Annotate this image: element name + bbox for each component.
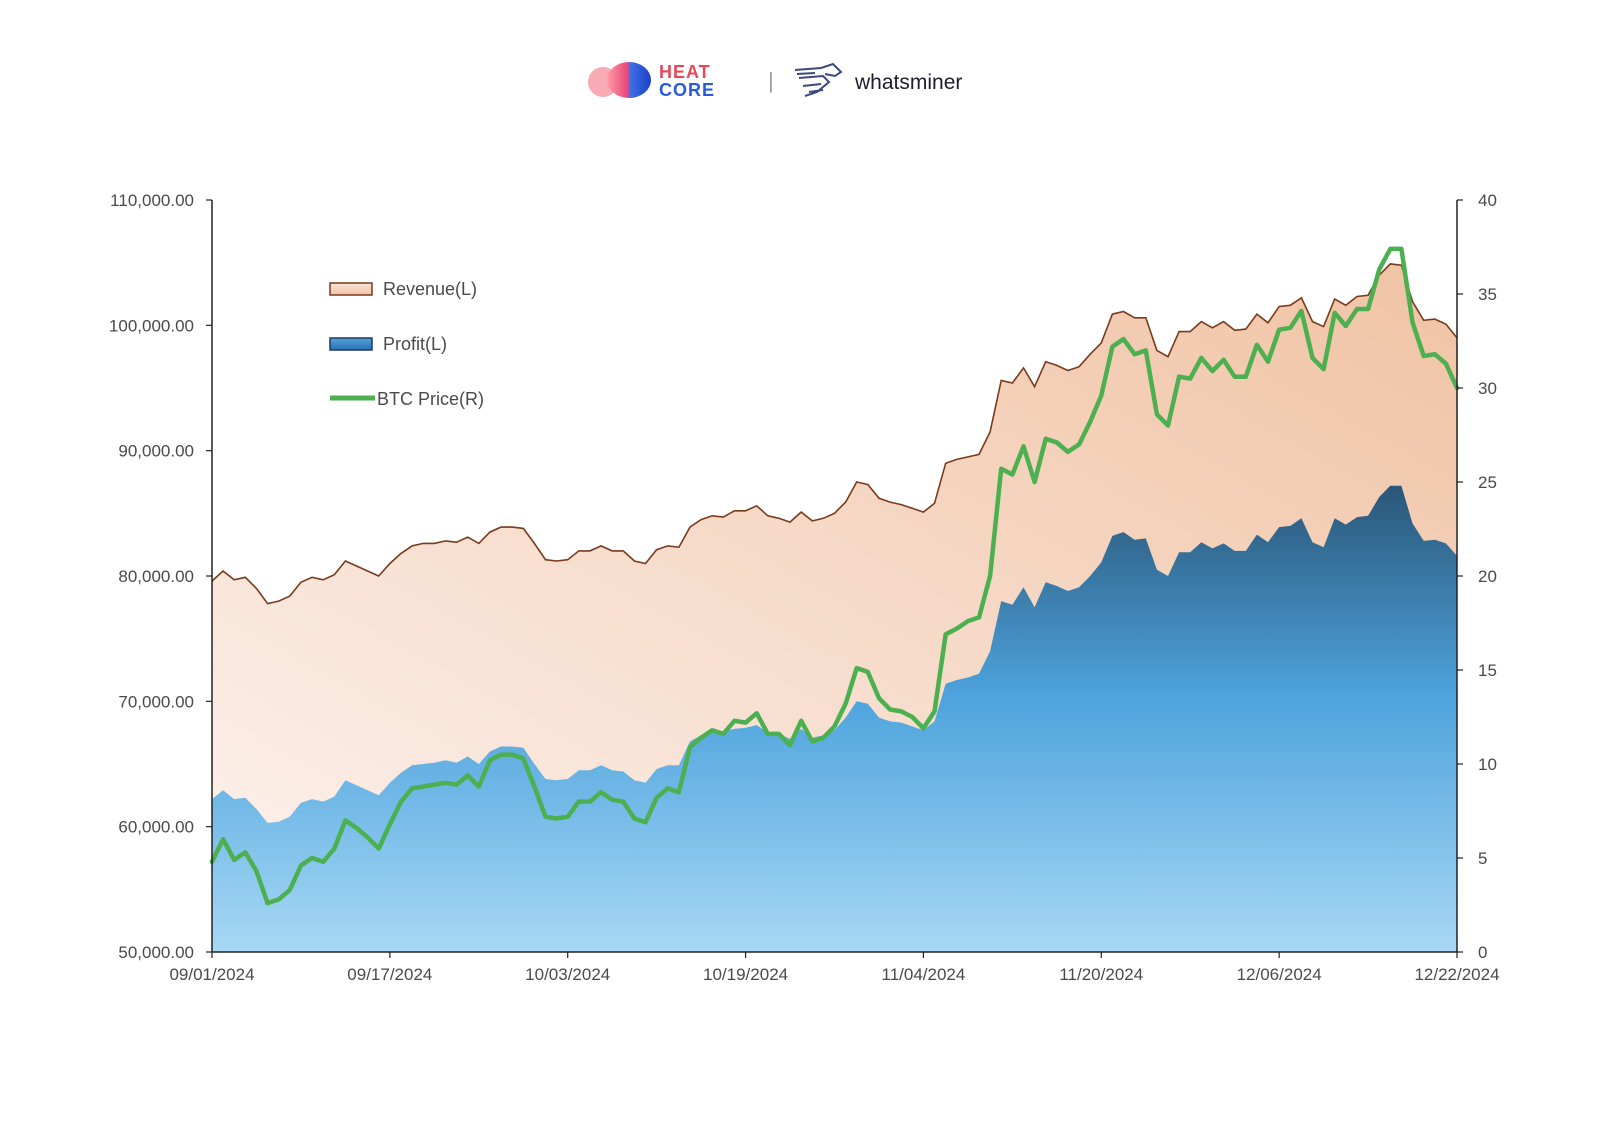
right-tick-label: 10	[1478, 755, 1497, 774]
legend: Revenue(L) Profit(L) BTC Price(R)	[329, 279, 484, 409]
x-tick-label: 11/04/2024	[882, 965, 966, 984]
right-tick-label: 0	[1478, 943, 1487, 962]
right-tick-label: 40	[1478, 191, 1497, 210]
right-tick-label: 15	[1478, 661, 1497, 680]
heatcore-logo-icon	[588, 62, 651, 98]
x-tick-label: 12/22/2024	[1414, 965, 1499, 984]
legend-label-profit: Profit(L)	[383, 334, 447, 354]
x-axis-ticks: 09/01/2024 09/17/2024 10/03/2024 10/19/2024…	[169, 952, 1500, 984]
x-tick-label: 11/20/2024	[1059, 965, 1143, 984]
legend-swatch-revenue	[329, 282, 373, 296]
x-tick-label: 09/17/2024	[347, 965, 432, 984]
legend-item-btc: BTC Price(R)	[330, 389, 484, 409]
right-tick-label: 5	[1478, 849, 1487, 868]
profit-area	[212, 485, 1457, 952]
left-tick-label: 50,000.00	[118, 943, 194, 962]
left-tick-label: 70,000.00	[118, 692, 194, 711]
horse-logo-icon	[794, 62, 843, 97]
left-axis-ticks: 50,000.00 60,000.00 70,000.00 80,000.00 90,0…	[109, 191, 212, 962]
legend-item-profit: Profit(L)	[329, 334, 447, 354]
logo-separator: |	[768, 68, 774, 93]
legend-label-revenue: Revenue(L)	[383, 279, 477, 299]
whatsminer-logo-text: whatsminer	[854, 71, 962, 94]
x-tick-label: 10/03/2024	[525, 965, 610, 984]
legend-label-btc: BTC Price(R)	[377, 389, 484, 409]
left-tick-label: 60,000.00	[118, 818, 194, 837]
right-tick-label: 20	[1478, 567, 1497, 586]
left-tick-label: 80,000.00	[118, 567, 194, 586]
x-tick-label: 12/06/2024	[1237, 965, 1322, 984]
right-tick-label: 30	[1478, 379, 1497, 398]
btc-price-line	[209, 246, 1460, 906]
right-tick-label: 25	[1478, 473, 1497, 492]
left-tick-label: 90,000.00	[118, 442, 194, 461]
heatcore-logo-line1: HEAT	[659, 62, 711, 82]
legend-item-revenue: Revenue(L)	[329, 279, 477, 299]
right-tick-label: 35	[1478, 285, 1497, 304]
x-tick-label: 09/01/2024	[169, 965, 254, 984]
revenue-outline	[211, 263, 1458, 605]
right-axis-ticks: 0 5 10 15 20 25 30 35 40	[1457, 191, 1497, 962]
heatcore-logo-line2: CORE	[659, 80, 715, 100]
left-tick-label: 110,000.00	[110, 191, 194, 210]
brand-logos: HEAT CORE | whatsminer	[588, 62, 962, 100]
legend-swatch-profit	[329, 337, 373, 351]
left-tick-label: 100,000.00	[109, 316, 194, 335]
x-tick-label: 10/19/2024	[703, 965, 788, 984]
header-brand-bar: HEAT CORE | whatsminer	[0, 52, 1600, 112]
